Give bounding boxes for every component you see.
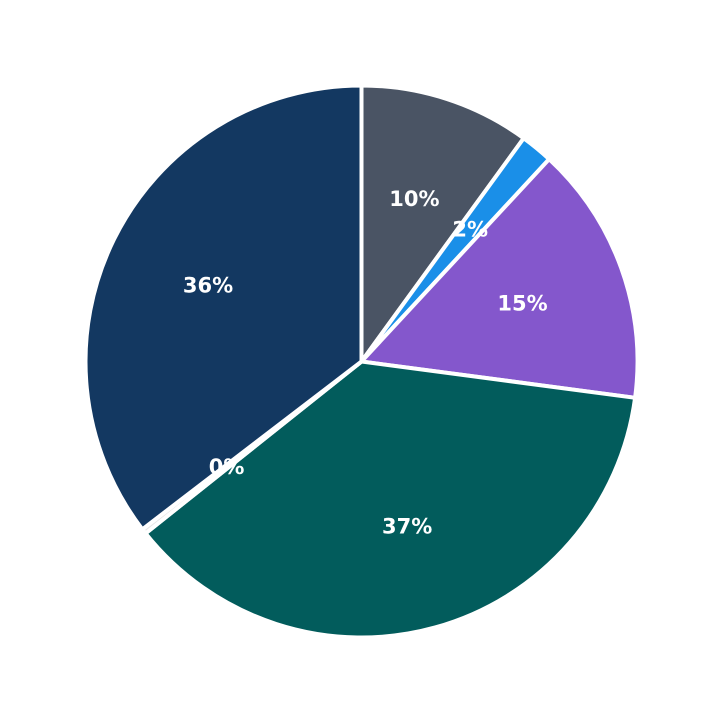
pie-slice [83,83,364,532]
pie-slice [359,83,526,364]
pie-slice [359,157,640,400]
slice-data-label: 37% [382,514,432,538]
slice-data-label: 10% [389,187,439,211]
slice-data-label: 0% [209,455,245,479]
pie-labels: 10% 2% 15% 37% 0% 36% [183,187,548,539]
pie-slice [143,359,638,640]
slice-data-label: 15% [497,292,547,316]
slice-data-label: 36% [183,274,233,298]
pie-slices [83,83,640,640]
slice-data-label: 2% [452,217,488,241]
